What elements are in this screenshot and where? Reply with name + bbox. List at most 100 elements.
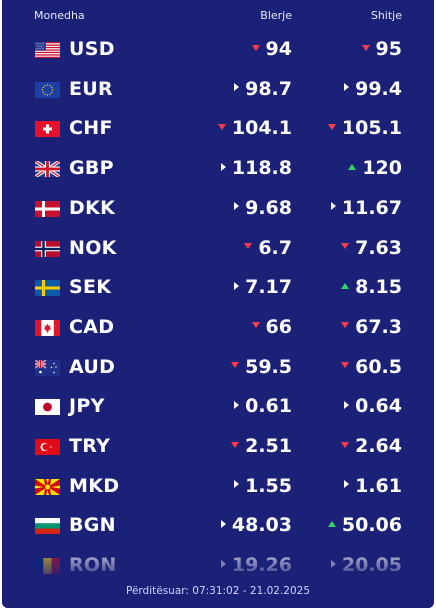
- currency-row-sek: SEK 7.17 8.15: [2, 268, 434, 308]
- sell-rate: 60.5: [341, 356, 402, 378]
- sell-value: 105.1: [341, 117, 402, 140]
- gb-flag-icon: [35, 161, 60, 178]
- trend-down-icon: [341, 441, 350, 448]
- buy-value: 94: [265, 38, 292, 60]
- sell-rate: 50.06: [327, 514, 402, 536]
- sell-rate: 120: [348, 157, 402, 179]
- currency-row-cad: CAD 66 67.3: [2, 308, 434, 348]
- trend-down-icon: [341, 362, 350, 369]
- au-flag-icon: [35, 359, 60, 376]
- mk-flag-icon: [35, 478, 60, 495]
- trend-up-icon: [341, 282, 350, 289]
- buy-rate: 6.7: [244, 237, 292, 259]
- trend-up-icon: [348, 163, 357, 170]
- tr-flag-icon: [35, 439, 60, 455]
- sell-rate: 99.4: [344, 78, 402, 100]
- currency-code: AUD: [69, 355, 116, 378]
- buy-rate: 118.8: [220, 157, 292, 179]
- trend-same-icon: [220, 162, 226, 171]
- trend-same-icon: [344, 480, 350, 489]
- trend-same-icon: [234, 83, 240, 92]
- currency-code: GBP: [69, 157, 114, 180]
- currency-row-gbp: GBP 118.8 120: [2, 149, 434, 189]
- se-flag-icon: [35, 280, 60, 297]
- sell-rate: 0.64: [344, 395, 402, 417]
- sell-rate: 95: [361, 38, 402, 60]
- currency-row-eur: EUR 98.7 99.4: [2, 70, 434, 110]
- currency-row-usd: USD 94 95: [2, 30, 434, 70]
- currency-code: EUR: [69, 77, 113, 100]
- currency-code: SEK: [69, 276, 112, 299]
- currency-row-bgn: BGN 48.03 50.06: [2, 506, 434, 546]
- column-header-currency: Monedha: [34, 9, 85, 22]
- ch-flag-icon: [35, 121, 60, 138]
- currency-row-try: TRY 2.51 2.64: [2, 427, 434, 467]
- sell-rate: 1.61: [344, 475, 402, 497]
- trend-down-icon: [244, 243, 253, 249]
- sell-value: 60.5: [355, 355, 402, 378]
- currency-row-dkk: DKK 9.68 11.67: [2, 189, 434, 229]
- currency-code: TRY: [69, 435, 111, 457]
- currency-row-mkd: MKD 1.55 1.61: [2, 467, 434, 507]
- buy-rate: 7.17: [234, 276, 292, 298]
- sell-rate: 8.15: [341, 276, 402, 298]
- trend-down-icon: [361, 44, 370, 51]
- currency-code: JPY: [69, 395, 105, 418]
- buy-rate: 104.1: [217, 117, 292, 140]
- buy-rate: 0.61: [234, 395, 292, 417]
- sell-rate: 105.1: [327, 117, 402, 140]
- currency-row-nok: NOK 6.7 7.63: [2, 229, 434, 269]
- sell-rate: 11.67: [330, 196, 402, 219]
- buy-value: 2.51: [245, 435, 292, 457]
- trend-same-icon: [234, 281, 240, 290]
- trend-same-icon: [330, 202, 336, 211]
- column-header-buy: Blerje: [260, 9, 292, 22]
- buy-value: 0.61: [245, 395, 292, 418]
- buy-rate: 1.55: [234, 475, 292, 497]
- trend-same-icon: [220, 519, 226, 528]
- trend-up-icon: [327, 520, 336, 527]
- trend-down-icon: [251, 322, 260, 329]
- buy-rate: 66: [251, 315, 292, 338]
- buy-value: 98.7: [245, 77, 292, 100]
- currency-row-chf: CHF 104.1 105.1: [2, 109, 434, 149]
- sell-value: 7.63: [355, 236, 402, 259]
- trend-down-icon: [217, 123, 226, 130]
- buy-rate: 59.5: [231, 356, 292, 378]
- buy-value: 1.55: [245, 474, 292, 497]
- currency-code: USD: [69, 38, 115, 60]
- buy-rate: 98.7: [234, 78, 292, 100]
- currency-code: CHF: [69, 117, 113, 140]
- us-flag-icon: [35, 42, 60, 58]
- currency-row-aud: AUD 59.5 60.5: [2, 348, 434, 388]
- trend-down-icon: [341, 322, 350, 329]
- sell-value: 67.3: [355, 315, 402, 338]
- trend-down-icon: [231, 441, 240, 448]
- column-header-sell: Shitje: [370, 9, 402, 22]
- buy-value: 104.1: [231, 117, 292, 140]
- sell-value: 120: [362, 157, 402, 180]
- eu-flag-icon: [35, 81, 60, 98]
- sell-rate: 7.63: [341, 237, 402, 259]
- sell-value: 0.64: [355, 395, 402, 418]
- currency-row-jpy: JPY 0.61 0.64: [2, 387, 434, 427]
- buy-value: 9.68: [245, 196, 292, 219]
- trend-same-icon: [234, 202, 240, 211]
- trend-same-icon: [234, 480, 240, 489]
- trend-same-icon: [344, 83, 350, 92]
- sell-value: 11.67: [341, 196, 402, 219]
- ca-flag-icon: [35, 319, 60, 336]
- no-flag-icon: [35, 240, 60, 257]
- buy-rate: 9.68: [234, 197, 292, 219]
- bottom-fade-overlay: [2, 540, 434, 608]
- buy-value: 66: [265, 315, 292, 338]
- sell-value: 95: [375, 38, 402, 60]
- sell-value: 1.61: [355, 474, 402, 497]
- last-updated-text: Përditësuar: 07:31:02 - 21.02.2025: [125, 585, 311, 597]
- buy-value: 48.03: [231, 514, 292, 537]
- trend-down-icon: [341, 243, 350, 249]
- currency-code: BGN: [69, 514, 116, 537]
- bg-flag-icon: [35, 518, 60, 535]
- sell-value: 2.64: [355, 435, 402, 457]
- currency-code: MKD: [69, 474, 120, 497]
